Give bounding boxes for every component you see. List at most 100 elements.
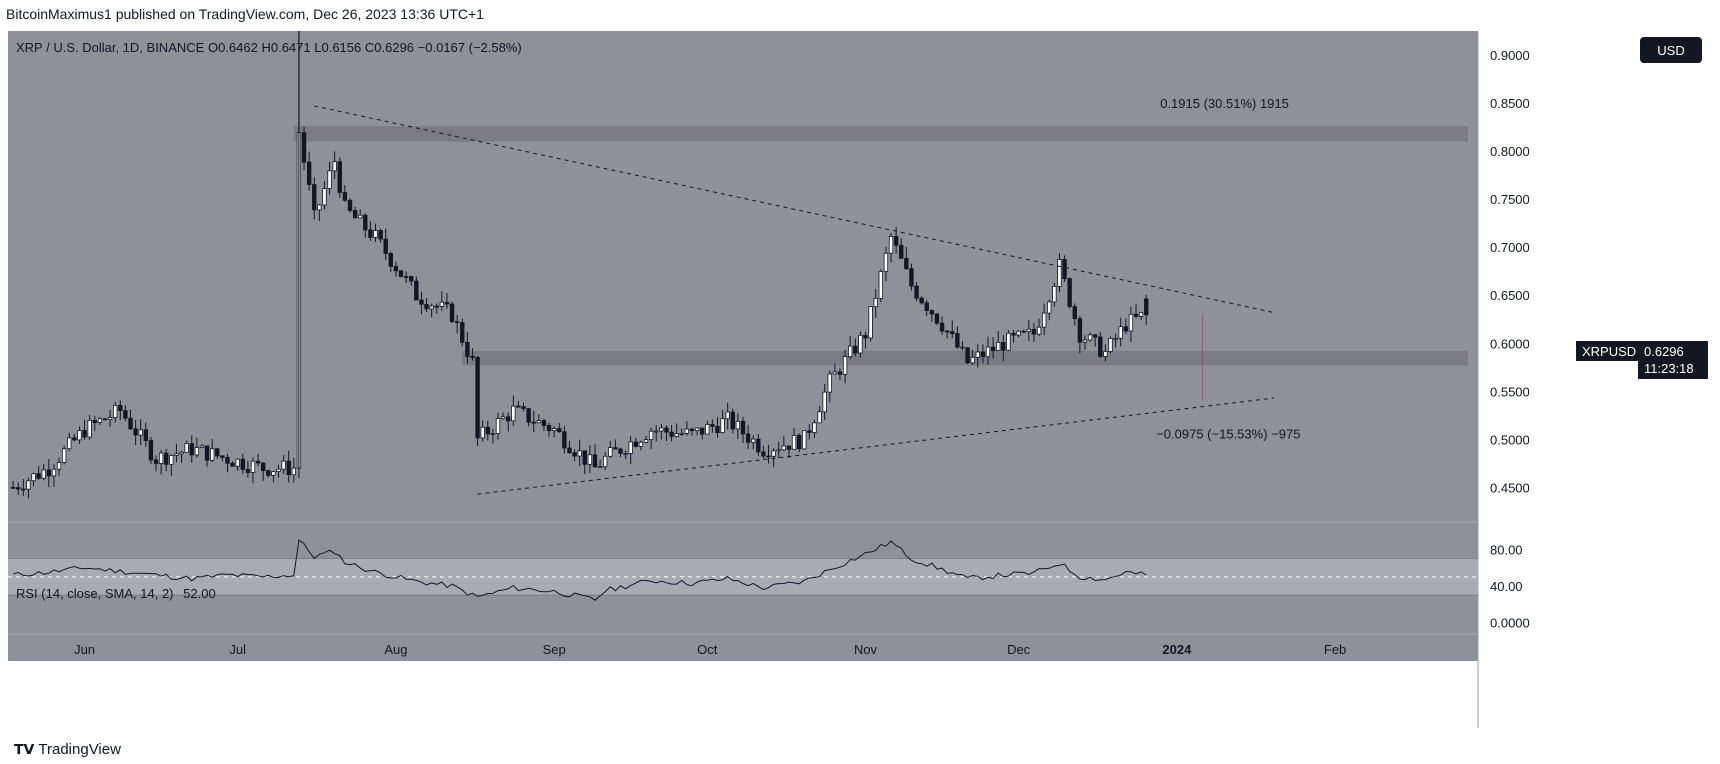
bar-countdown: 11:23:18 bbox=[1644, 361, 1694, 376]
candle-body bbox=[802, 430, 807, 450]
candle-body bbox=[368, 229, 373, 238]
candle-body bbox=[138, 429, 143, 436]
candle-body bbox=[51, 468, 57, 477]
candle-body bbox=[143, 429, 148, 441]
candle-body bbox=[888, 236, 894, 254]
candle-body bbox=[1047, 301, 1052, 314]
candle-body bbox=[628, 441, 633, 454]
candle-body bbox=[506, 416, 511, 422]
candle-body bbox=[67, 437, 72, 450]
symbol-price-tag: XRPUSD bbox=[1576, 341, 1658, 361]
candle-body bbox=[970, 356, 975, 364]
low-value: 0.6156 bbox=[321, 40, 362, 55]
candle-body bbox=[1103, 351, 1108, 357]
candle-body bbox=[955, 333, 960, 348]
candle-body bbox=[776, 449, 781, 452]
candle-body bbox=[608, 447, 613, 457]
time-tick-label: Feb bbox=[1324, 642, 1346, 657]
chart-canvas[interactable]: 0.9000 0.8500 0.8000 0.7500 0.7000 0.6500 0.60… bbox=[8, 31, 1708, 728]
candle-body bbox=[1052, 286, 1057, 303]
candle-body bbox=[715, 425, 720, 433]
candle-body bbox=[863, 334, 868, 339]
candle-body bbox=[654, 430, 659, 433]
candle-body bbox=[133, 428, 138, 436]
candle-body bbox=[521, 406, 526, 409]
candle-body bbox=[1082, 339, 1088, 343]
candle-body bbox=[347, 199, 353, 211]
candle-body bbox=[541, 420, 547, 426]
candle-body bbox=[791, 434, 797, 450]
candle-body bbox=[904, 257, 909, 270]
candle-body bbox=[72, 437, 77, 441]
candle-body bbox=[613, 447, 618, 450]
candle-body bbox=[439, 301, 445, 307]
candle-body bbox=[454, 321, 460, 323]
candle-body bbox=[725, 411, 730, 420]
candle-body bbox=[306, 161, 312, 185]
candle-body bbox=[944, 330, 950, 333]
candle-body bbox=[169, 455, 174, 465]
candle-body bbox=[929, 310, 935, 315]
candle-body bbox=[189, 443, 194, 456]
candle-body bbox=[899, 244, 904, 259]
candle-body bbox=[1031, 328, 1037, 335]
candle-body bbox=[250, 460, 256, 473]
candle-body bbox=[822, 391, 827, 413]
candle-body bbox=[199, 445, 205, 448]
candle-body bbox=[603, 455, 608, 468]
candle-body bbox=[337, 161, 342, 193]
candle-body bbox=[756, 438, 761, 453]
candle-body bbox=[638, 441, 644, 447]
candle-body bbox=[766, 455, 771, 458]
candle-body bbox=[266, 470, 271, 476]
candle-body bbox=[403, 276, 409, 278]
candle-body bbox=[424, 304, 429, 310]
candle-body bbox=[980, 351, 986, 358]
time-tick-label: Aug bbox=[384, 642, 407, 657]
candle-body bbox=[1118, 326, 1123, 339]
candle-body bbox=[965, 347, 970, 364]
change-value: −0.0167 (−2.58%) bbox=[417, 40, 522, 55]
publish-info: BitcoinMaximus1 published on TradingView… bbox=[6, 6, 484, 22]
time-tick-label: Sep bbox=[543, 642, 566, 657]
currency-button[interactable]: USD bbox=[1640, 37, 1702, 63]
candle-body bbox=[1067, 278, 1072, 307]
candle-body bbox=[1006, 332, 1011, 351]
rsi-value: 52.00 bbox=[183, 586, 216, 601]
candle-body bbox=[837, 371, 843, 375]
candle-body bbox=[429, 305, 434, 310]
time-tick-label: 2024 bbox=[1162, 642, 1192, 657]
price-tick-label: 0.7000 bbox=[1490, 240, 1530, 255]
candle-body bbox=[582, 450, 587, 465]
candle-body bbox=[868, 306, 873, 339]
candle-body bbox=[475, 357, 480, 439]
candle-body bbox=[648, 430, 654, 441]
candle-body bbox=[1001, 342, 1006, 351]
candle-body bbox=[240, 458, 245, 470]
price-tick-label: 0.6000 bbox=[1490, 336, 1530, 351]
candle-body bbox=[235, 458, 240, 467]
candle-body bbox=[516, 405, 521, 408]
candle-body bbox=[883, 252, 889, 272]
close-label: C bbox=[364, 40, 375, 55]
candle-body bbox=[16, 487, 21, 490]
candle-body bbox=[153, 459, 159, 464]
candle-body bbox=[317, 204, 322, 211]
measure-up-label: 0.1915 (30.51%) 1915 bbox=[1160, 96, 1289, 111]
price-tick-label: 0.5500 bbox=[1490, 384, 1530, 399]
candle-body bbox=[842, 356, 848, 375]
price-tick-label: 0.8500 bbox=[1490, 96, 1530, 111]
candle-body bbox=[327, 170, 332, 189]
candle-body bbox=[679, 432, 684, 435]
footer-brand[interactable]: 𝗧𝗩 TradingView bbox=[14, 741, 121, 758]
rsi-label: RSI (14, close, SMA, 14, 2) bbox=[16, 586, 174, 601]
candle-body bbox=[1123, 326, 1128, 332]
candle-body bbox=[996, 342, 1001, 351]
candle-body bbox=[490, 433, 496, 435]
candle-body bbox=[378, 230, 383, 240]
candle-body bbox=[255, 460, 261, 464]
candle-body bbox=[36, 473, 41, 479]
candle-body bbox=[184, 443, 189, 453]
candle-body bbox=[934, 313, 940, 324]
candle-body bbox=[373, 230, 378, 238]
